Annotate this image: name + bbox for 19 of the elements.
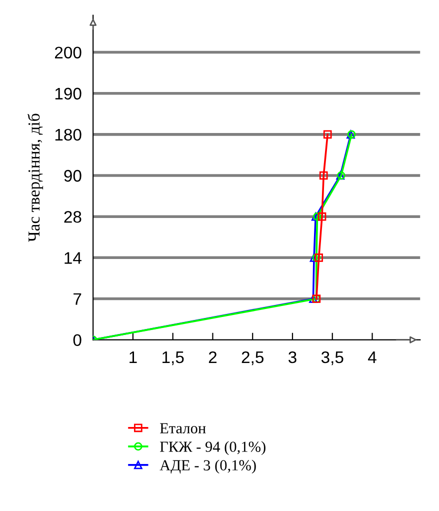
- legend-label: Еталон: [160, 423, 206, 434]
- legend-label: ГКЖ - 94 (0,1%): [160, 441, 266, 456]
- y-tick-label: 14: [64, 252, 82, 264]
- x-tick-label: 4: [368, 352, 376, 364]
- x-tick-label: 1,5: [162, 352, 184, 366]
- y-tick-label: 0: [73, 334, 82, 346]
- legend-label: АДЕ - 3 (0,1%): [160, 460, 256, 474]
- y-tick-label: 180: [55, 128, 82, 141]
- y-axis-title: Час твердіння, діб: [28, 114, 44, 242]
- x-tick-label: 3: [288, 351, 296, 364]
- y-tick-label: 190: [55, 88, 82, 100]
- x-tick-label: 1: [130, 352, 137, 364]
- y-tick-label: 28: [64, 210, 82, 223]
- y-tick-label: 7: [74, 293, 82, 305]
- y-tick-label: 200: [54, 46, 82, 58]
- x-tick-label: 3,5: [321, 351, 344, 366]
- x-tick-label: 2,5: [242, 351, 264, 366]
- x-tick-label: 2: [208, 351, 217, 364]
- y-tick-label: 90: [64, 170, 82, 182]
